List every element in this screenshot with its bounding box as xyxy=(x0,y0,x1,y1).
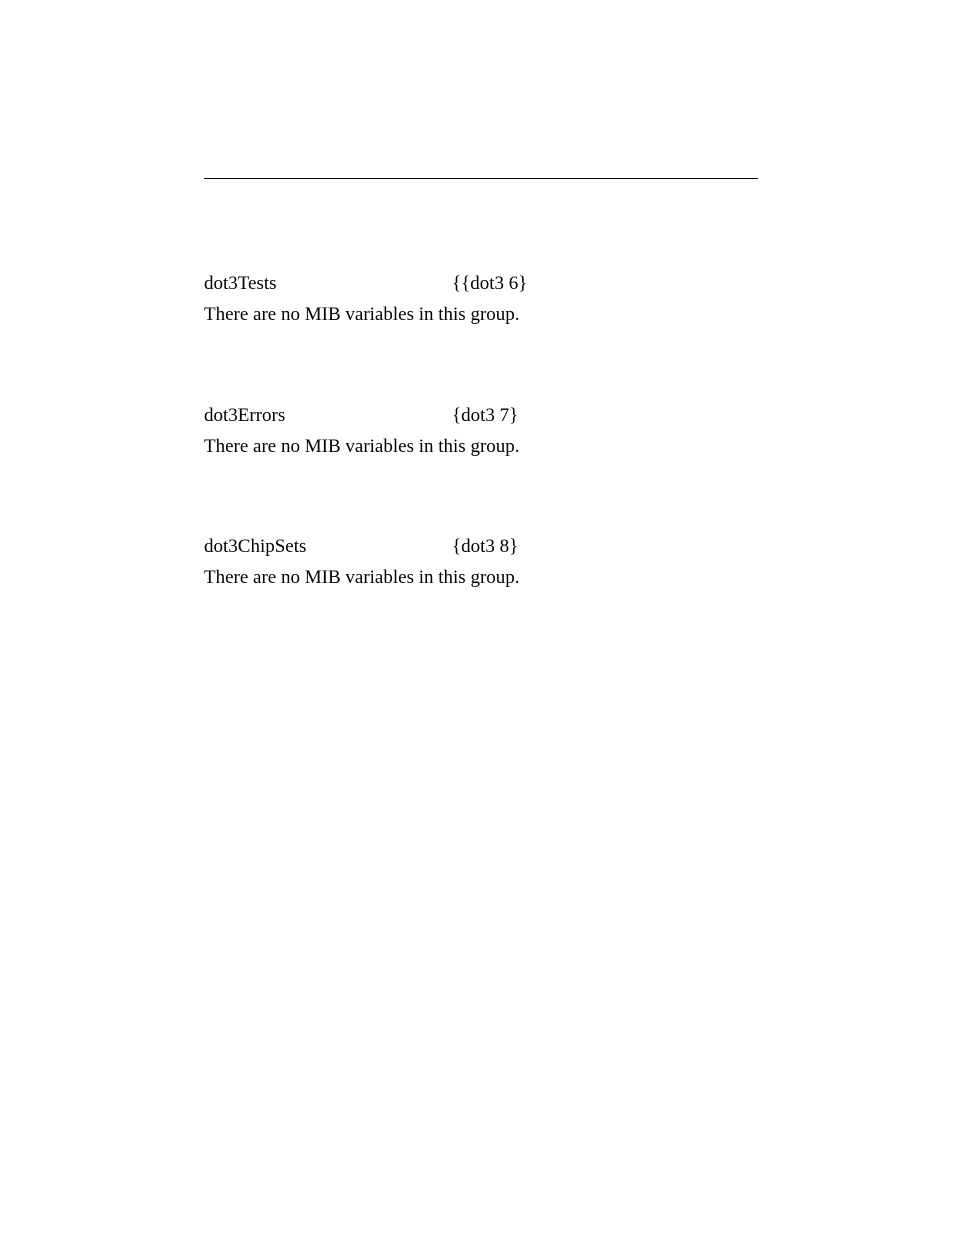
mib-group-block: dot3Tests {{dot3 6} There are no MIB var… xyxy=(204,273,758,329)
mib-group-block: dot3Errors {dot3 7} There are no MIB var… xyxy=(204,405,758,461)
mib-group-description: There are no MIB variables in this group… xyxy=(204,302,758,329)
section-separator xyxy=(204,178,758,179)
mib-group-name: dot3Tests xyxy=(204,273,452,295)
mib-group-name: dot3Errors xyxy=(204,405,452,427)
mib-group-description: There are no MIB variables in this group… xyxy=(204,434,758,461)
mib-group-oid: {dot3 7} xyxy=(452,405,518,427)
mib-group-description: There are no MIB variables in this group… xyxy=(204,565,758,592)
mib-group-oid: {{dot3 6} xyxy=(452,273,527,295)
mib-group-header: dot3Tests {{dot3 6} xyxy=(204,273,758,295)
mib-group-header: dot3Errors {dot3 7} xyxy=(204,405,758,427)
page-content: dot3Tests {{dot3 6} There are no MIB var… xyxy=(204,178,758,668)
mib-group-header: dot3ChipSets {dot3 8} xyxy=(204,536,758,558)
mib-group-block: dot3ChipSets {dot3 8} There are no MIB v… xyxy=(204,536,758,592)
mib-group-oid: {dot3 8} xyxy=(452,536,518,558)
mib-group-name: dot3ChipSets xyxy=(204,536,452,558)
